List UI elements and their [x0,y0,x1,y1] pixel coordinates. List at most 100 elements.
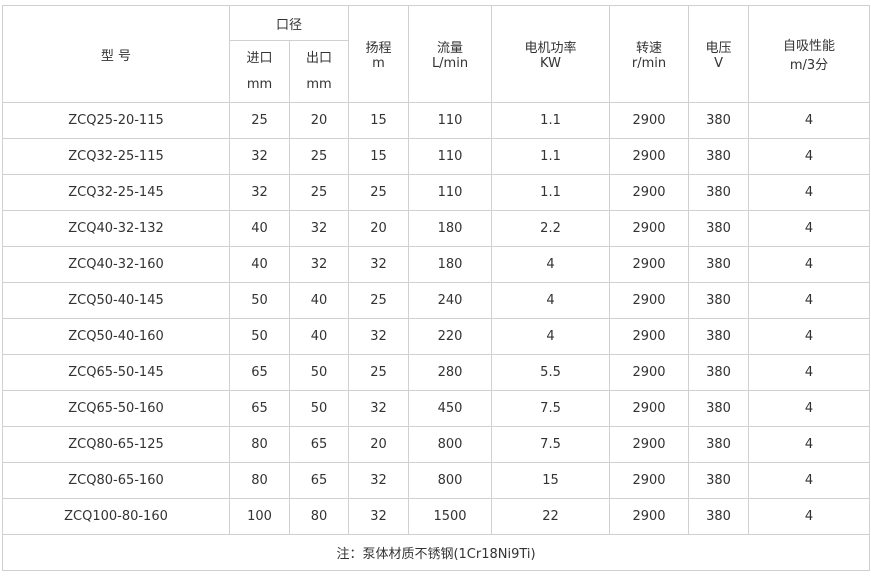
table-cell: 180 [408,210,493,247]
table-cell: 2900 [609,174,690,211]
header-power: 电机功率 KW [491,5,611,103]
table-cell: 380 [688,462,750,499]
table-cell: 4 [748,102,871,139]
table-cell: 280 [408,354,493,391]
header-speed-unit: r/min [631,56,667,71]
table-cell: 65 [229,354,290,391]
table-cell: 4 [748,462,871,499]
header-outlet-unit: mm [306,76,332,92]
table-cell: 25 [348,354,410,391]
table-cell: 380 [688,138,750,175]
table-cell: 25 [288,138,350,175]
table-cell: 4 [748,210,871,247]
header-flow: 流量 L/min [408,5,493,103]
table-cell: 40 [229,210,290,247]
table-row: ZCQ65-50-160 65 50 32 450 7.5 2900 380 4 [2,390,871,427]
table-cell: 7.5 [491,390,611,427]
header-power-unit: KW [540,56,561,71]
header-head-label: 扬程 [365,41,392,56]
table-cell: 220 [408,318,493,355]
table-cell: 2.2 [491,210,611,247]
table-cell: 22 [491,498,611,535]
table-cell: 4 [748,354,871,391]
table-cell: 80 [288,498,350,535]
table-cell: 110 [408,174,493,211]
table-cell: ZCQ65-50-160 [2,390,230,427]
header-outlet: 出口 mm [288,40,350,103]
table-cell: 80 [229,426,290,463]
table-cell: ZCQ65-50-145 [2,354,230,391]
pump-spec-table: 型 号 口径 扬程 m 流量 L/min 电机功率 KW 转速 r/min 电压 V 自吸… [1,5,871,571]
table-cell: ZCQ32-25-145 [2,174,230,211]
table-row: ZCQ32-25-115 32 25 15 110 1.1 2900 380 4 [2,138,871,175]
table-row: ZCQ50-40-160 50 40 32 220 4 2900 380 4 [2,318,871,355]
table-cell: 380 [688,174,750,211]
table-row: ZCQ65-50-145 65 50 25 280 5.5 2900 380 4 [2,354,871,391]
table-cell: 4 [748,246,871,283]
header-head: 扬程 m [348,5,410,103]
table-cell: 20 [348,426,410,463]
table-cell: 4 [748,138,871,175]
table-cell: 110 [408,102,493,139]
header-voltage: 电压 V [688,5,750,103]
header-inlet-unit: mm [246,76,273,92]
table-cell: 800 [408,462,493,499]
table-cell: 1.1 [491,174,611,211]
table-cell: 4 [748,174,871,211]
table-cell: ZCQ80-65-160 [2,462,230,499]
note-row: 注：泵体材质不锈钢(1Cr18Ni9Ti) [1,534,871,571]
table-cell: 1500 [408,498,493,535]
table-cell: 4 [748,318,871,355]
table-cell: 110 [408,138,493,175]
table-cell: 4 [491,282,611,319]
table-cell: 800 [408,426,493,463]
table-cell: 50 [229,282,290,319]
table-cell: 2900 [609,390,690,427]
table-cell: 380 [688,210,750,247]
table-cell: 4 [491,246,611,283]
table-cell: 80 [229,462,290,499]
table-cell: 450 [408,390,493,427]
table-cell: 2900 [609,282,690,319]
table-cell: ZCQ100-80-160 [2,498,230,535]
table-cell: ZCQ50-40-145 [2,282,230,319]
table-cell: ZCQ80-65-125 [2,426,230,463]
header-suction: 自吸性能 m/3分 [748,5,871,103]
header-inlet-label: 进口 [246,50,273,66]
header-flow-unit: L/min [431,56,469,71]
table-cell: 380 [688,282,750,319]
table-cell: 32 [348,498,410,535]
table-cell: 380 [688,354,750,391]
table-row: ZCQ50-40-145 50 40 25 240 4 2900 380 4 [2,282,871,319]
table-cell: 380 [688,318,750,355]
table-cell: 65 [229,390,290,427]
table-cell: 380 [688,498,750,535]
header-speed-label: 转速 [636,41,663,56]
table-cell: 40 [288,318,350,355]
header-outlet-label: 出口 [306,50,333,66]
table-cell: 32 [288,210,350,247]
table-cell: ZCQ50-40-160 [2,318,230,355]
table-cell: 4 [748,390,871,427]
table-cell: 25 [348,282,410,319]
header-voltage-label: 电压 [705,41,732,56]
table-cell: 32 [348,318,410,355]
header-voltage-unit: V [714,56,723,71]
table-cell: 4 [748,426,871,463]
header-speed: 转速 r/min [609,5,690,103]
table-cell: 20 [288,102,350,139]
table-row: ZCQ80-65-160 80 65 32 800 15 2900 380 4 [2,462,871,499]
table-cell: 380 [688,426,750,463]
table-cell: 40 [229,246,290,283]
table-cell: 4 [748,498,871,535]
table-cell: 2900 [609,498,690,535]
table-cell: 65 [288,462,350,499]
table-cell: 15 [491,462,611,499]
table-cell: 25 [348,174,410,211]
table-row: ZCQ32-25-145 32 25 25 110 1.1 2900 380 4 [2,174,871,211]
table-cell: 1.1 [491,102,611,139]
table-cell: 2900 [609,318,690,355]
table-cell: 2900 [609,138,690,175]
table-cell: 380 [688,390,750,427]
table-row: ZCQ40-32-132 40 32 20 180 2.2 2900 380 4 [2,210,871,247]
